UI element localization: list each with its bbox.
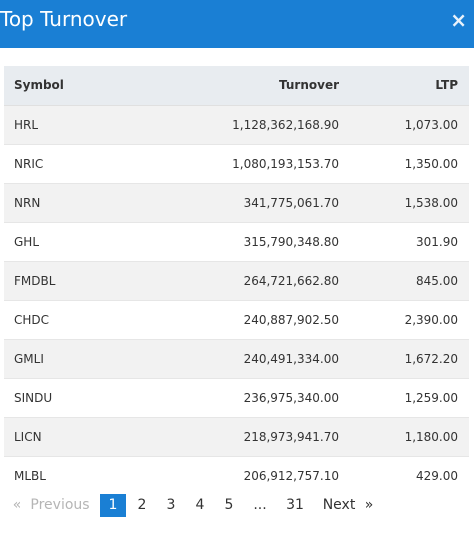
ltp-cell: 1,538.00: [339, 182, 469, 222]
ltp-cell: 301.90: [339, 221, 469, 261]
table-header-row: Symbol Turnover LTP: [4, 66, 469, 106]
close-icon[interactable]: ×: [450, 8, 467, 32]
previous-arrow-icon: «: [12, 497, 22, 513]
symbol-cell: NRN: [4, 182, 124, 222]
table-row: HRL 1,128,362,168.90 1,073.00: [4, 104, 469, 144]
ltp-cell: 1,259.00: [339, 377, 469, 417]
ltp-cell: 1,073.00: [339, 104, 469, 144]
turnover-table-container: Symbol Turnover LTP HRL 1,128,362,168.90…: [4, 66, 469, 495]
table-row: CHDC 240,887,902.50 2,390.00: [4, 299, 469, 339]
turnover-cell: 264,721,662.80: [124, 260, 339, 300]
turnover-cell: 341,775,061.70: [124, 182, 339, 222]
table-row: FMDBL 264,721,662.80 845.00: [4, 260, 469, 300]
symbol-cell: NRIC: [4, 143, 124, 183]
table-row: GHL 315,790,348.80 301.90: [4, 221, 469, 261]
page-button-5[interactable]: 5: [224, 497, 234, 513]
turnover-cell: 218,973,941.70: [124, 416, 339, 456]
symbol-cell: GMLI: [4, 338, 124, 378]
ltp-cell: 429.00: [339, 455, 469, 495]
table-row: NRN 341,775,061.70 1,538.00: [4, 182, 469, 222]
symbol-cell: FMDBL: [4, 260, 124, 300]
column-header-turnover[interactable]: Turnover: [124, 66, 339, 106]
ltp-cell: 1,180.00: [339, 416, 469, 456]
symbol-cell: GHL: [4, 221, 124, 261]
ltp-cell: 845.00: [339, 260, 469, 300]
pagination-ellipsis: ...: [253, 497, 267, 513]
page-button-3[interactable]: 3: [166, 497, 176, 513]
turnover-cell: 240,887,902.50: [124, 299, 339, 339]
page-button-1[interactable]: 1: [100, 494, 126, 517]
symbol-cell: CHDC: [4, 299, 124, 339]
turnover-cell: 315,790,348.80: [124, 221, 339, 261]
previous-button[interactable]: Previous: [30, 497, 90, 513]
turnover-cell: 236,975,340.00: [124, 377, 339, 417]
ltp-cell: 1,350.00: [339, 143, 469, 183]
page-button-2[interactable]: 2: [137, 497, 147, 513]
ltp-cell: 1,672.20: [339, 338, 469, 378]
symbol-cell: HRL: [4, 104, 124, 144]
table-row: GMLI 240,491,334.00 1,672.20: [4, 338, 469, 378]
column-header-symbol[interactable]: Symbol: [4, 66, 124, 106]
turnover-table: Symbol Turnover LTP HRL 1,128,362,168.90…: [4, 66, 469, 495]
symbol-cell: SINDU: [4, 377, 124, 417]
table-row: LICN 218,973,941.70 1,180.00: [4, 416, 469, 456]
pagination: « Previous 1 2 3 4 5 ... 31 Next »: [0, 494, 474, 517]
page-button-31[interactable]: 31: [286, 497, 304, 513]
turnover-cell: 1,128,362,168.90: [124, 104, 339, 144]
column-header-ltp[interactable]: LTP: [339, 66, 469, 106]
page-button-4[interactable]: 4: [195, 497, 205, 513]
turnover-cell: 206,912,757.10: [124, 455, 339, 495]
symbol-cell: MLBL: [4, 455, 124, 495]
ltp-cell: 2,390.00: [339, 299, 469, 339]
turnover-cell: 240,491,334.00: [124, 338, 339, 378]
next-button[interactable]: Next: [322, 497, 356, 513]
turnover-cell: 1,080,193,153.70: [124, 143, 339, 183]
table-row: NRIC 1,080,193,153.70 1,350.00: [4, 143, 469, 183]
symbol-cell: LICN: [4, 416, 124, 456]
table-row: MLBL 206,912,757.10 429.00: [4, 455, 469, 495]
next-arrow-icon[interactable]: »: [364, 497, 374, 513]
modal-header: Top Turnover ×: [0, 0, 474, 48]
modal-title: Top Turnover: [0, 7, 128, 31]
table-row: SINDU 236,975,340.00 1,259.00: [4, 377, 469, 417]
